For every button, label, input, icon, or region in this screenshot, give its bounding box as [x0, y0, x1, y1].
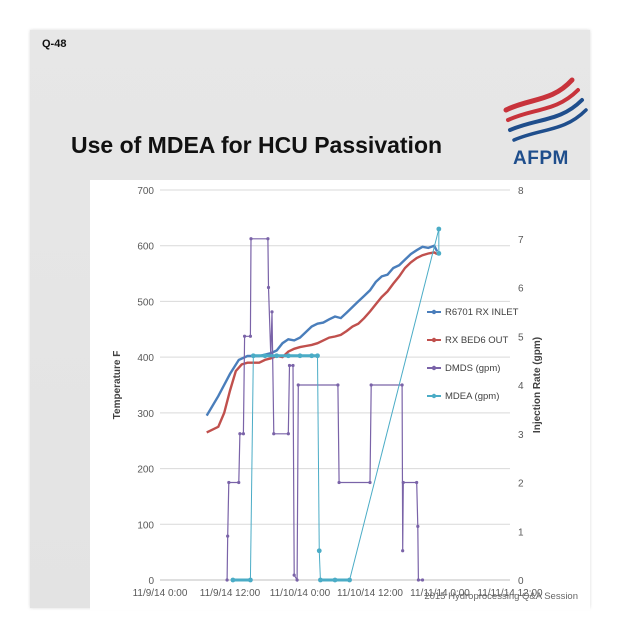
data-point-dmds-gpm — [225, 578, 229, 582]
chart-svg: 0 100 200 300 400 500 600 700 0 1 2 3 4 5 6 7 8 11/9/14 0… — [112, 186, 543, 599]
x-tick-label: 11/9/14 0:00 — [133, 588, 188, 599]
slide-title: Use of MDEA for HCU Passivation — [71, 132, 443, 158]
y-right-tick-label: 8 — [518, 186, 524, 197]
legend-label: DMDS (gpm) — [445, 363, 500, 374]
y-right-axis-title: Injection Rate (gpm) — [532, 337, 543, 433]
data-point-dmds-gpm — [368, 480, 372, 485]
y-left-tick-label: 0 — [148, 576, 154, 587]
legend-marker — [431, 365, 437, 371]
y-right-tick-label: 3 — [518, 430, 524, 441]
data-point-dmds-gpm — [248, 334, 253, 338]
y-left-tick-label: 400 — [137, 353, 154, 364]
slide: Q-48 AFPM Use of MDEA for HCU Passivatio… — [30, 30, 590, 610]
y-left-tick-label: 300 — [137, 409, 154, 420]
x-tick-label: 11/10/14 0:00 — [270, 588, 331, 599]
series-segment-mdea-gpm — [349, 228, 440, 581]
legend-marker — [431, 337, 437, 343]
data-point-dmds-gpm — [401, 549, 405, 553]
x-tick-label: 11/11/14 0:00 — [410, 588, 470, 599]
legend-marker — [431, 393, 437, 399]
y-left-tick-label: 100 — [137, 520, 154, 531]
data-point-dmds-gpm — [287, 363, 292, 368]
x-tick-label: 11/11/14 12:00 — [477, 588, 543, 599]
data-point-dmds-gpm — [336, 383, 340, 387]
data-point-dmds-gpm — [227, 480, 231, 485]
y-right-tick-label: 1 — [518, 527, 524, 538]
data-point-dmds-gpm — [415, 480, 419, 485]
data-point-dmds-gpm — [249, 237, 253, 241]
legend-label: R6701 RX INLET — [445, 307, 519, 318]
data-point-dmds-gpm — [241, 432, 246, 436]
y-right-tick-label: 2 — [518, 479, 524, 490]
y-right-tick-label: 0 — [518, 576, 524, 587]
y-left-tick-label: 200 — [137, 465, 154, 476]
data-point-dmds-gpm — [369, 383, 373, 387]
series-segment-mdea-gpm — [249, 355, 254, 581]
data-point-dmds-gpm — [296, 383, 300, 387]
series-line-rx-bed6-out — [206, 251, 438, 434]
chart-area: 0 100 200 300 400 500 600 700 0 1 2 3 4 5 6 7 8 11/9/14 0… — [90, 180, 590, 610]
data-point-dmds-gpm — [270, 310, 274, 314]
y-right-tick-label: 7 — [518, 235, 524, 246]
x-tick-label: 11/10/14 12:00 — [337, 588, 403, 599]
afpm-logo-text: AFPM — [513, 148, 569, 169]
y-right-tick-label: 4 — [518, 381, 524, 392]
data-point-dmds-gpm — [226, 534, 230, 538]
data-point-dmds-gpm — [337, 480, 341, 485]
y-left-tick-label: 500 — [137, 297, 154, 308]
data-point-dmds-gpm — [266, 285, 271, 290]
y-right-tick-label: 6 — [518, 284, 524, 295]
slide-id-label: Q-48 — [42, 38, 67, 50]
legend-label: MDEA (gpm) — [445, 391, 499, 402]
data-point-dmds-gpm — [400, 383, 404, 387]
data-point-dmds-gpm — [291, 363, 295, 368]
data-point-dmds-gpm — [401, 480, 405, 485]
y-left-tick-label: 600 — [137, 242, 154, 253]
data-point-dmds-gpm — [420, 578, 425, 582]
legend-label: RX BED6 OUT — [445, 335, 509, 346]
data-point-dmds-gpm — [416, 524, 420, 528]
data-point-dmds-gpm — [272, 432, 276, 436]
data-point-dmds-gpm — [242, 334, 247, 338]
footer-text: 2015 Hydroprocessing Q&A Session — [424, 591, 578, 602]
series-line-r6701-rx-inlet — [205, 244, 439, 417]
data-point-dmds-gpm — [292, 573, 296, 577]
series-segment-mdea-gpm — [318, 550, 321, 581]
y-left-tick-label: 700 — [137, 186, 154, 197]
data-point-dmds-gpm — [237, 480, 241, 485]
legend-marker — [431, 309, 437, 315]
data-point-dmds-gpm — [295, 578, 299, 582]
data-point-dmds-gpm — [416, 578, 421, 582]
data-point-dmds-gpm — [286, 432, 290, 436]
y-right-tick-label: 5 — [518, 332, 524, 343]
data-point-dmds-gpm — [238, 432, 242, 436]
x-tick-label: 11/9/14 12:00 — [200, 588, 261, 599]
afpm-logo-icon — [503, 77, 588, 142]
data-point-dmds-gpm — [266, 237, 270, 241]
series-segment-mdea-gpm — [317, 355, 320, 551]
y-left-axis-title: Temperature F — [112, 351, 123, 420]
